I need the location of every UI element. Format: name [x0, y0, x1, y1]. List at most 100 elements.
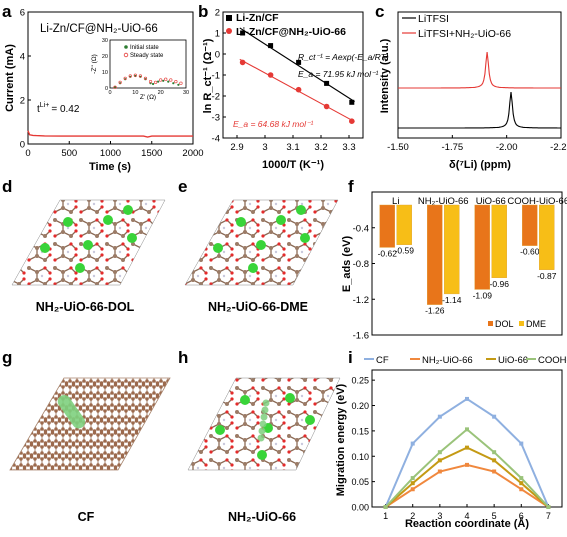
inset-point-steady [179, 81, 183, 85]
y-tick-label: -0.4 [353, 223, 369, 234]
inset-point-steady [123, 76, 127, 80]
chart-a: Li-Zn/CF@NH₂-UiO-66 tLi+ = 0.42 0 500 1000 1… [4, 8, 204, 174]
bar-dol [474, 204, 490, 290]
legend-marker-b-1 [226, 28, 232, 34]
legend-marker-b-0 [226, 15, 232, 21]
y-tick-label: 1 [215, 29, 220, 40]
y-axis-label-a: Current (mA) [4, 44, 16, 112]
point-black [268, 43, 274, 49]
panel-letter-h: h [178, 348, 188, 367]
x-tick-label: 0 [25, 148, 30, 159]
y-tick-label: 0.25 [351, 376, 369, 386]
migration-point [519, 487, 524, 492]
inset-point-initial [113, 86, 117, 89]
migration-point [465, 445, 469, 450]
panel-letter-d: d [2, 177, 12, 196]
y-tick-label: -2 [212, 92, 220, 103]
plot-frame-c [397, 11, 562, 139]
ea-label-black: E_a = 71.95 kJ mol⁻¹ [298, 69, 378, 79]
x-tick-label: 2 [410, 511, 415, 521]
y-tick-label: 6 [20, 8, 25, 19]
x-tick-label: 3.3 [342, 142, 355, 153]
chart-b: Li-Zn/CF Li-Zn/CF@NH₂-UiO-66 R_ct⁻¹ = Ae… [202, 8, 389, 172]
inset-legend-marker-steady [123, 52, 129, 58]
y-tick-label: 0.00 [351, 503, 369, 513]
migration-point [437, 458, 442, 463]
structure-label-h: NH₂-UiO-66 [228, 510, 296, 524]
x-axis-label-c: δ(⁷Li) (ppm) [449, 159, 511, 171]
x-tick-label: 500 [61, 148, 77, 159]
y-tick-label: 2 [20, 96, 25, 107]
inset-point-initial [172, 82, 175, 85]
x-tick-label: 3 [437, 511, 442, 521]
migration-point [410, 487, 415, 492]
inset-point-steady [113, 85, 117, 89]
series-a [27, 130, 193, 138]
series-c [398, 51, 561, 129]
series-f: Li -0.62-0.59 NH₂-UiO-66 -1.26-1.14 UiO-66 -1… [378, 196, 567, 316]
migration-point [492, 458, 497, 463]
inset-x-tick-label: 0 [108, 90, 111, 96]
legend-marker-f-0 [488, 321, 493, 326]
y-ticks-b: -4 -3 -2 -1 0 1 2 [212, 8, 226, 145]
structure-d [11, 199, 166, 286]
inset-point-steady [164, 77, 168, 81]
inset-point-initial [177, 83, 180, 86]
chart-a-title: Li-Zn/CF@NH₂-UiO-66 [40, 23, 158, 35]
nmr-spectrum-1 [398, 51, 561, 89]
y-tick-label: -4 [212, 134, 220, 145]
y-tick-label: 0.10 [351, 452, 369, 462]
inset-y-tick-label: 0 [105, 86, 108, 92]
migration-point [383, 505, 388, 509]
structure-label-g: CF [78, 510, 95, 524]
category-label: Li [392, 196, 399, 207]
bar-value-label: -0.62 [378, 248, 398, 258]
x-tick-label: 1000 [100, 148, 121, 159]
bar-dol [522, 204, 538, 246]
migration-point [437, 450, 442, 455]
inset-point-steady [138, 74, 142, 78]
x-tick-label: -1.75 [442, 142, 464, 153]
bar-value-label: -0.87 [537, 271, 557, 281]
inset-x-tick-label: 30 [183, 90, 189, 96]
x-tick-label: 1500 [141, 148, 162, 159]
inset-x-tick-label: 10 [132, 90, 138, 96]
y-tick-label: 2 [215, 8, 220, 19]
point-red [349, 118, 355, 124]
y-tick-label: 0.15 [351, 426, 369, 436]
point-black [324, 80, 330, 86]
x-axis-label-i: Reaction coordinate (Å) [405, 517, 529, 530]
migration-point [437, 414, 442, 419]
bar-value-label: -1.09 [473, 290, 493, 300]
inset-point-steady [133, 73, 137, 77]
inset-point-initial [151, 82, 155, 86]
panel-letter-b: b [198, 2, 208, 21]
x-tick-label: 2000 [182, 148, 203, 159]
x-tick-label: 5 [492, 511, 497, 521]
migration-point [546, 505, 551, 509]
y-ticks-a: 0 2 4 6 [20, 8, 31, 151]
x-tick-label: 1 [383, 511, 388, 521]
plot-frame-i [371, 369, 563, 508]
migration-point [492, 450, 497, 455]
y-axis-label-i: Migration energy (eV) [335, 383, 347, 496]
legend-i: CF NH₂-UiO-66 UiO-66 COOH-UiO-66 [364, 355, 567, 366]
inset-y-label: -Z'' (Ω) [91, 54, 98, 74]
series-i [383, 396, 551, 509]
y-tick-label: -1.2 [353, 295, 369, 306]
arrhenius-equation: R_ct⁻¹ = Aexp(-E_a/RT) [298, 52, 389, 62]
point-red [267, 72, 274, 78]
panel-letter-g: g [2, 348, 12, 367]
bar-dme [539, 204, 555, 270]
inset-point-steady [128, 74, 132, 78]
y-axis-label-c: Intensity (a.u.) [379, 38, 391, 113]
inset-point-steady [174, 79, 178, 84]
migration-point [410, 481, 415, 486]
migration-point [410, 441, 415, 446]
point-red [323, 103, 330, 110]
x-tick-label: -1.50 [387, 142, 409, 153]
bar-value-label: -0.59 [395, 246, 415, 256]
migration-point [437, 469, 442, 474]
x-ticks-b: 2.9 3 3.1 3.2 3.3 [230, 135, 356, 153]
ea-label-red: E_a = 64.68 kJ mol⁻¹ [233, 119, 313, 129]
